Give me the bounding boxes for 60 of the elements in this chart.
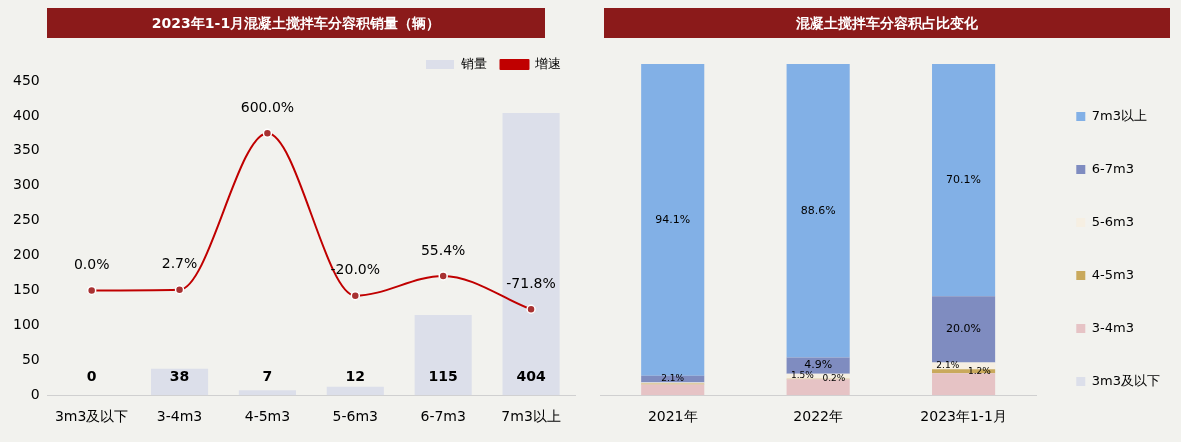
data-label: 2.7% — [161, 255, 198, 272]
data-label: 0.2% — [822, 373, 846, 384]
data-label: 1.5% — [790, 370, 815, 381]
data-label: 38 — [169, 367, 190, 384]
bar — [326, 386, 384, 396]
legend-label: 6-7m3 — [1091, 160, 1134, 176]
y-tick-label: 150 — [12, 281, 40, 298]
bar — [641, 384, 705, 396]
legend-label: 增速 — [534, 55, 561, 71]
x-tick-label: 7m3以上 — [501, 408, 561, 425]
bar — [786, 379, 850, 396]
data-label: 94.1% — [655, 212, 691, 226]
x-tick-label: 6-7m3 — [420, 408, 466, 425]
data-label: 404 — [516, 367, 546, 384]
bar — [641, 64, 705, 376]
legend-label: 3m3及以下 — [1091, 372, 1161, 388]
y-tick-label: 300 — [12, 176, 40, 193]
legend-label: 5-6m3 — [1091, 213, 1134, 229]
y-tick-label: 450 — [12, 71, 40, 88]
data-label: 70.1% — [946, 172, 982, 186]
bar — [786, 64, 850, 358]
y-tick-label: 250 — [12, 211, 40, 228]
data-label: 600.0% — [240, 99, 295, 116]
y-tick-label: 100 — [12, 316, 40, 333]
bar — [502, 113, 560, 396]
x-tick-label: 5-6m3 — [332, 408, 379, 425]
data-label: -71.8% — [506, 274, 556, 291]
data-label: 20.0% — [946, 322, 982, 336]
y-tick-label: 200 — [12, 246, 40, 263]
bar — [932, 296, 996, 363]
legend-label: 4-5m3 — [1091, 266, 1134, 282]
data-label: 88.6% — [800, 203, 836, 217]
x-tick-label: 2023年1-1月 — [920, 408, 1007, 425]
data-label: 115 — [428, 367, 458, 384]
y-tick-label: 350 — [12, 141, 40, 158]
bar — [414, 314, 472, 396]
chart-title: 混凝土搅拌车分容积占比变化 — [604, 8, 1170, 38]
bar — [932, 373, 996, 396]
chart-title: 2023年1-1月混凝土搅拌车分容积销量（辆） — [47, 8, 545, 38]
data-label: 2.1% — [936, 360, 960, 371]
y-tick-label: 400 — [12, 106, 40, 123]
x-tick-label: 2022年 — [793, 408, 843, 425]
data-label: 0.0% — [73, 256, 110, 273]
data-label: 7 — [262, 367, 273, 384]
bar — [238, 390, 296, 396]
data-label: 0 — [86, 367, 97, 384]
data-label: 4.9% — [804, 358, 833, 372]
legend-label: 3-4m3 — [1091, 319, 1134, 335]
bar — [932, 64, 996, 297]
data-label: 55.4% — [420, 241, 466, 258]
legend-label: 7m3以上 — [1091, 107, 1148, 123]
x-tick-label: 3m3及以下 — [54, 408, 129, 425]
x-tick-label: 3-4m3 — [156, 408, 203, 425]
x-tick-label: 4-5m3 — [244, 408, 291, 425]
x-tick-label: 2021年 — [647, 408, 698, 425]
data-label: 12 — [345, 367, 366, 384]
y-tick-label: 0 — [30, 385, 40, 402]
legend-label: 销量 — [459, 55, 487, 71]
y-tick-label: 50 — [21, 350, 40, 367]
data-label: 2.1% — [661, 373, 685, 384]
